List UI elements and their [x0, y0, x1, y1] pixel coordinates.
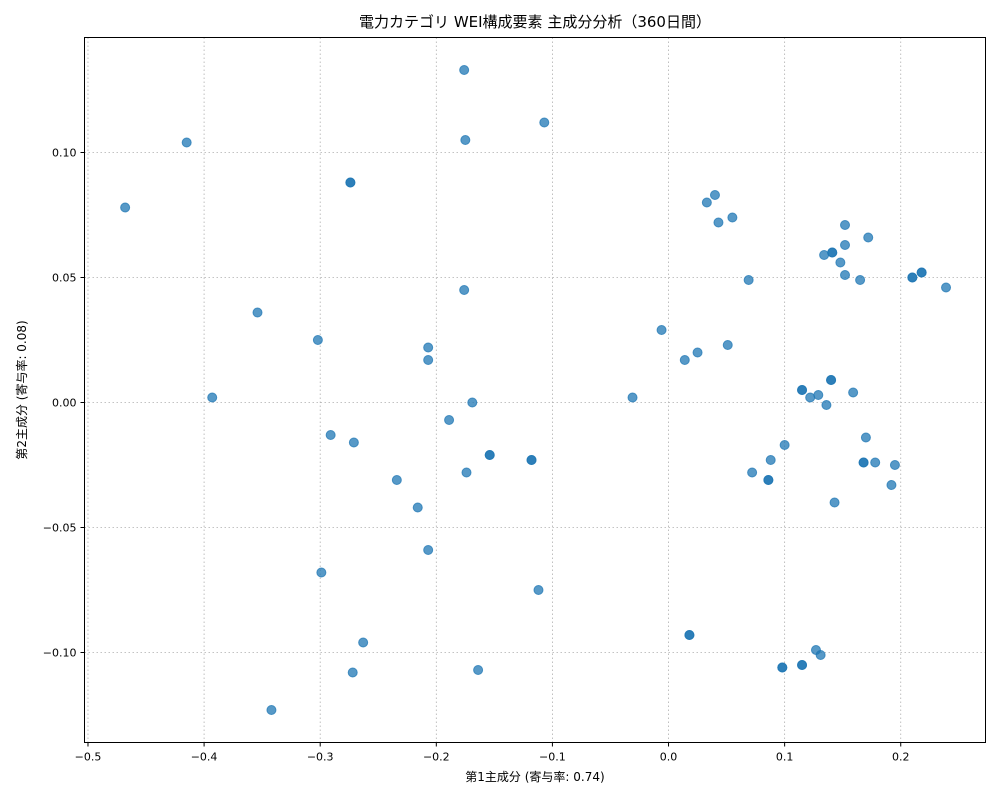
data-point — [722, 340, 733, 350]
data-point — [797, 660, 808, 670]
chart-title: 電力カテゴリ WEI構成要素 主成分分析（360日間） — [359, 13, 711, 31]
data-point — [821, 400, 832, 410]
data-point — [826, 375, 837, 385]
data-point — [701, 197, 712, 208]
data-point — [325, 430, 336, 440]
x-axis-label: 第1主成分 (寄与率: 0.74) — [465, 769, 604, 784]
x-tick-label: −0.2 — [423, 751, 450, 764]
x-tick-label: −0.4 — [191, 751, 218, 764]
data-point — [855, 275, 866, 285]
data-point — [412, 502, 423, 513]
data-point — [829, 497, 840, 508]
data-point — [312, 335, 323, 345]
data-point — [316, 567, 327, 578]
data-point — [539, 117, 550, 128]
x-tick-label: 0.1 — [776, 751, 794, 764]
data-point — [863, 232, 874, 243]
data-point — [813, 390, 824, 400]
data-point — [907, 272, 918, 283]
data-point — [692, 347, 703, 358]
data-point — [348, 437, 359, 448]
y-tick-label: 0.05 — [52, 272, 77, 285]
data-point — [763, 475, 774, 485]
data-point — [777, 662, 788, 673]
data-point — [765, 455, 776, 465]
data-point — [916, 267, 927, 278]
data-point — [743, 275, 754, 285]
data-point — [727, 212, 738, 223]
data-point — [840, 240, 851, 250]
data-point — [835, 257, 846, 268]
y-axis-label: 第2主成分 (寄与率: 0.08) — [14, 320, 29, 459]
data-point — [467, 397, 478, 408]
y-axis: −0.10 −0.05 0.00 0.05 0.10 — [43, 147, 85, 660]
data-point — [840, 220, 851, 230]
y-tick-label: −0.05 — [43, 522, 77, 535]
data-point — [391, 475, 402, 485]
plot-frame — [84, 37, 986, 743]
data-point — [444, 415, 455, 425]
data-point — [684, 630, 695, 640]
x-axis: −0.5 −0.4 −0.3 −0.2 −0.1 0.0 0.1 0.2 — [75, 742, 910, 764]
data-point — [889, 460, 900, 470]
x-tick-label: −0.1 — [539, 751, 566, 764]
data-point — [358, 637, 369, 648]
data-point — [266, 705, 277, 715]
data-point — [941, 282, 952, 293]
data-point — [345, 177, 356, 188]
x-tick-label: 0.0 — [660, 751, 678, 764]
data-point — [347, 667, 358, 678]
data-point — [713, 217, 724, 228]
data-point — [460, 135, 471, 145]
data-point — [886, 480, 897, 490]
data-point — [815, 650, 826, 660]
data-point — [805, 392, 816, 403]
data-point — [461, 467, 472, 478]
x-tick-label: −0.5 — [75, 751, 102, 764]
x-tick-label: −0.3 — [307, 751, 334, 764]
data-point — [870, 457, 881, 468]
data-point — [840, 270, 851, 280]
y-tick-label: 0.10 — [52, 147, 77, 160]
data-point — [779, 440, 790, 450]
data-point — [181, 137, 192, 148]
data-point — [473, 665, 484, 675]
data-point — [827, 247, 838, 258]
data-point — [797, 385, 808, 395]
data-point — [423, 342, 434, 353]
data-point — [747, 467, 758, 478]
data-point — [252, 307, 263, 318]
data-point — [423, 545, 434, 555]
data-point — [459, 65, 470, 75]
y-tick-label: 0.00 — [52, 397, 77, 410]
y-tick-label: −0.10 — [43, 647, 77, 660]
data-point — [207, 392, 218, 403]
data-point — [120, 202, 131, 213]
data-point — [848, 387, 859, 398]
data-points — [120, 65, 952, 715]
data-point — [679, 355, 690, 365]
x-tick-label: 0.2 — [892, 751, 910, 764]
data-point — [858, 457, 869, 468]
data-point — [709, 190, 720, 200]
data-point — [860, 432, 871, 443]
data-point — [819, 250, 830, 260]
data-point — [533, 585, 544, 595]
grid — [84, 37, 986, 743]
data-point — [484, 450, 495, 460]
data-point — [459, 285, 470, 295]
data-point — [423, 355, 434, 365]
data-point — [526, 455, 537, 465]
data-point — [627, 392, 638, 403]
data-point — [656, 325, 667, 335]
